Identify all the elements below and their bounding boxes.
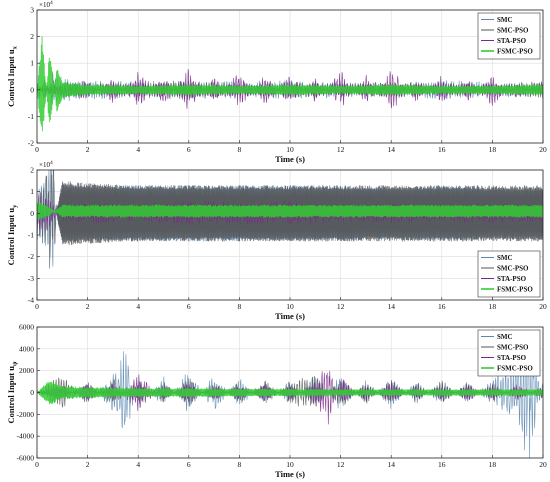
y-tick-label: -1 (28, 112, 34, 121)
legend: SMC SMC-PSO STA-PSO FSMC-PSO (477, 12, 541, 60)
x-tick-label: 8 (238, 460, 242, 469)
y-tick-label: -4000 (17, 432, 35, 441)
x-tick-label: 20 (539, 145, 547, 154)
x-tick-label: 2 (86, 145, 90, 154)
x-tick-label: 18 (489, 460, 497, 469)
y-axis-label: Control Input ux (6, 45, 19, 106)
y-tick-label: 2 (30, 32, 34, 41)
x-tick-label: 12 (337, 145, 345, 154)
legend: SMC SMC-PSO STA-PSO FSMC-PSO (477, 329, 541, 377)
series-line-fsmc-pso (37, 201, 543, 220)
y-tick-label: 2000 (19, 366, 34, 375)
y-axis-label: Control Input uψ (6, 361, 19, 423)
axis-multiplier: ×104 (39, 160, 53, 169)
y-tick-label: 1 (30, 59, 34, 68)
y-tick-label: -3 (28, 274, 34, 283)
y-axis-label-main: Control Input u (6, 208, 16, 266)
y-tick-label: 2 (30, 166, 34, 175)
multiplier-exponent: 4 (50, 0, 53, 6)
x-tick-label: 20 (539, 302, 547, 311)
legend-entry: STA-PSO (497, 275, 527, 283)
y-tick-label: -1 (28, 231, 34, 240)
x-tick-label: 16 (438, 302, 446, 311)
x-tick-label: 0 (35, 460, 39, 469)
multiplier-exponent: 4 (50, 160, 53, 166)
y-axis-label-subscript: y (12, 204, 19, 208)
x-tick-label: 16 (438, 460, 446, 469)
x-tick-label: 14 (387, 302, 395, 311)
legend-entry: STA-PSO (497, 354, 527, 362)
legend: SMC SMC-PSO STA-PSO FSMC-PSO (477, 250, 541, 298)
x-tick-label: 0 (35, 302, 39, 311)
legend-entry: SMC (497, 333, 513, 341)
y-axis-label: Control Input uy (6, 204, 19, 265)
x-tick-label: 14 (387, 145, 395, 154)
y-tick-label: 0 (30, 85, 34, 94)
x-tick-label: 10 (286, 460, 294, 469)
chart-panel-3: 0 2 4 6 8 10 12 14 16 18 20 -6000 -4000 -2000 0 2000 400… (6, 323, 547, 480)
multiplier-base: ×10 (39, 1, 50, 9)
y-tick-label: -2 (28, 139, 34, 148)
series-line-fsmc-pso (37, 381, 543, 405)
y-tick-label: -2000 (17, 410, 35, 419)
y-tick-label: -2 (28, 252, 34, 261)
legend-entry: SMC (497, 16, 513, 24)
x-tick-label: 6 (187, 460, 191, 469)
x-tick-label: 0 (35, 145, 39, 154)
x-axis-label: Time (s) (275, 311, 305, 321)
x-axis-label: Time (s) (275, 469, 305, 479)
legend-entry: FSMC-PSO (497, 365, 533, 373)
x-tick-label: 6 (187, 302, 191, 311)
x-tick-label: 8 (238, 302, 242, 311)
x-axis-label: Time (s) (275, 154, 305, 164)
legend-entry: SMC (497, 254, 513, 262)
y-tick-label: 6000 (19, 323, 34, 332)
x-tick-label: 2 (86, 302, 90, 311)
y-tick-label: 4000 (19, 344, 34, 353)
x-tick-label: 14 (387, 460, 395, 469)
x-tick-label: 12 (337, 460, 345, 469)
x-tick-label: 4 (136, 460, 140, 469)
y-axis-label-subscript: x (12, 45, 19, 49)
legend-entry: FSMC-PSO (497, 48, 533, 56)
legend-entry: FSMC-PSO (497, 286, 533, 294)
x-tick-label: 4 (136, 302, 140, 311)
y-tick-label: 1 (30, 187, 34, 196)
x-tick-label: 4 (136, 145, 140, 154)
x-tick-label: 18 (489, 145, 497, 154)
y-axis-label-subscript: ψ (12, 361, 19, 366)
y-tick-label: 0 (30, 388, 34, 397)
y-tick-label: -4 (28, 296, 34, 305)
y-tick-label: 0 (30, 209, 34, 218)
series-line-smc-pso (37, 170, 543, 269)
series-line-fsmc-pso (37, 36, 543, 132)
y-axis-label-main: Control Input u (6, 366, 16, 424)
legend-entry: STA-PSO (497, 37, 527, 45)
x-tick-label: 16 (438, 145, 446, 154)
x-tick-label: 12 (337, 302, 345, 311)
x-tick-label: 8 (238, 145, 242, 154)
multiplier-base: ×10 (39, 161, 50, 169)
y-tick-label: 3 (30, 6, 34, 15)
axis-multiplier: ×104 (39, 0, 53, 9)
y-axis-label-main: Control Input u (6, 49, 16, 107)
x-tick-label: 6 (187, 145, 191, 154)
x-tick-label: 10 (286, 145, 294, 154)
x-tick-label: 20 (539, 460, 547, 469)
legend-entry: SMC-PSO (497, 344, 529, 352)
x-tick-label: 2 (86, 460, 90, 469)
x-tick-label: 10 (286, 302, 294, 311)
legend-entry: SMC-PSO (497, 27, 529, 35)
y-tick-label: -6000 (17, 454, 35, 463)
x-tick-label: 18 (489, 302, 497, 311)
legend-entry: SMC-PSO (497, 265, 529, 273)
